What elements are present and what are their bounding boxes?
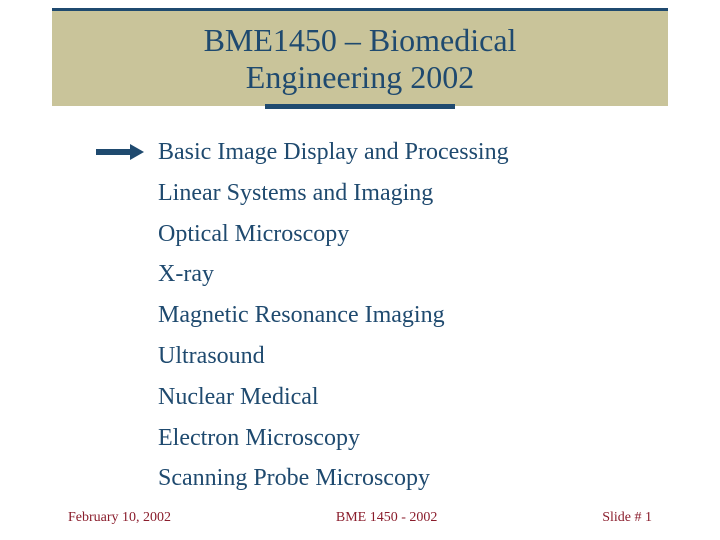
title-band: BME1450 – Biomedical Engineering 2002: [52, 8, 668, 106]
topic-label: Electron Microscopy: [158, 424, 360, 453]
title-underline: [265, 104, 455, 109]
topic-row: Nuclear Medical: [158, 383, 680, 412]
topic-row: Scanning Probe Microscopy: [158, 464, 680, 493]
slide-title: BME1450 – Biomedical Engineering 2002: [204, 22, 517, 96]
topic-row: Optical Microscopy: [158, 220, 680, 249]
topic-label: Scanning Probe Microscopy: [158, 464, 430, 493]
topic-label: X-ray: [158, 260, 214, 289]
topic-list: Basic Image Display and Processing Linear…: [158, 138, 680, 505]
slide-footer: February 10, 2002 BME 1450 - 2002 Slide …: [0, 510, 720, 526]
arrow-right-icon: [96, 144, 146, 160]
title-line-1: BME1450 – Biomedical: [204, 22, 517, 58]
topic-row: Magnetic Resonance Imaging: [158, 301, 680, 330]
footer-course: BME 1450 - 2002: [336, 510, 438, 526]
topic-label: Ultrasound: [158, 342, 265, 371]
topic-row: Ultrasound: [158, 342, 680, 371]
topic-row: Basic Image Display and Processing: [158, 138, 680, 167]
title-line-2: Engineering 2002: [246, 59, 474, 95]
topic-row: Electron Microscopy: [158, 424, 680, 453]
topic-label: Linear Systems and Imaging: [158, 179, 433, 208]
topic-label: Optical Microscopy: [158, 220, 349, 249]
footer-slide-number: Slide # 1: [602, 510, 652, 526]
topic-label: Nuclear Medical: [158, 383, 319, 412]
topic-label: Basic Image Display and Processing: [158, 138, 509, 167]
footer-date: February 10, 2002: [68, 510, 171, 526]
topic-label: Magnetic Resonance Imaging: [158, 301, 445, 330]
topic-row: X-ray: [158, 260, 680, 289]
topic-row: Linear Systems and Imaging: [158, 179, 680, 208]
